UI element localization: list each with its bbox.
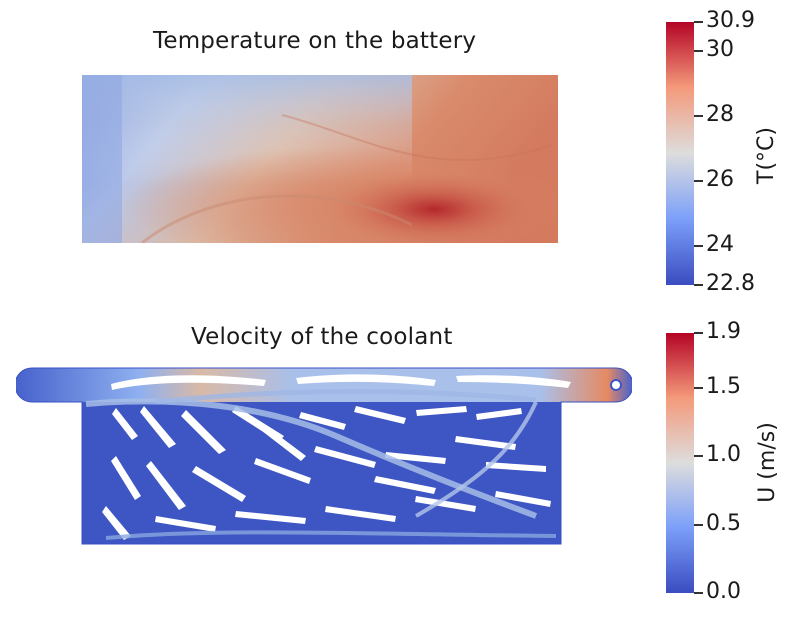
velocity-colorbar xyxy=(666,333,694,593)
velocity-colorbar-label: U (m/s) xyxy=(754,422,780,503)
colorbar-tick-label: 28 xyxy=(706,102,734,128)
colorbar-tick-label: 30 xyxy=(706,37,734,63)
colorbar-tick-label: 24 xyxy=(706,232,734,258)
colorbar-tick-label: 30.9 xyxy=(706,8,755,33)
colorbar-tick-label: 0.5 xyxy=(706,510,741,536)
temperature-colorbar-label: T(°C) xyxy=(753,127,779,184)
colorbar-tick-label: 0.0 xyxy=(706,579,741,604)
temperature-colorbar xyxy=(666,22,694,285)
colorbar-tick-mark xyxy=(694,523,703,526)
colorbar-tick-mark xyxy=(694,332,703,334)
colorbar-tick-mark xyxy=(694,21,703,23)
colorbar-tick-label: 1.9 xyxy=(706,319,741,344)
colorbar-tick-label: 22.8 xyxy=(706,271,755,296)
colorbar-tick-label: 26 xyxy=(706,167,734,193)
colorbar-tick-mark xyxy=(694,180,703,183)
colorbar-tick-mark xyxy=(694,592,703,594)
colorbar-tick-label: 1.0 xyxy=(706,442,741,468)
velocity-title: Velocity of the coolant xyxy=(191,324,453,350)
temperature-field-plot xyxy=(82,75,558,243)
colorbar-tick-mark xyxy=(694,50,703,53)
colorbar-tick-mark xyxy=(694,455,703,458)
colorbar-tick-mark xyxy=(694,386,703,389)
velocity-field-plot xyxy=(16,367,632,545)
temperature-title: Temperature on the battery xyxy=(153,28,477,54)
colorbar-tick-label: 1.5 xyxy=(706,373,741,399)
colorbar-tick-mark xyxy=(694,245,703,248)
colorbar-tick-mark xyxy=(694,284,703,286)
colorbar-tick-mark xyxy=(694,115,703,118)
